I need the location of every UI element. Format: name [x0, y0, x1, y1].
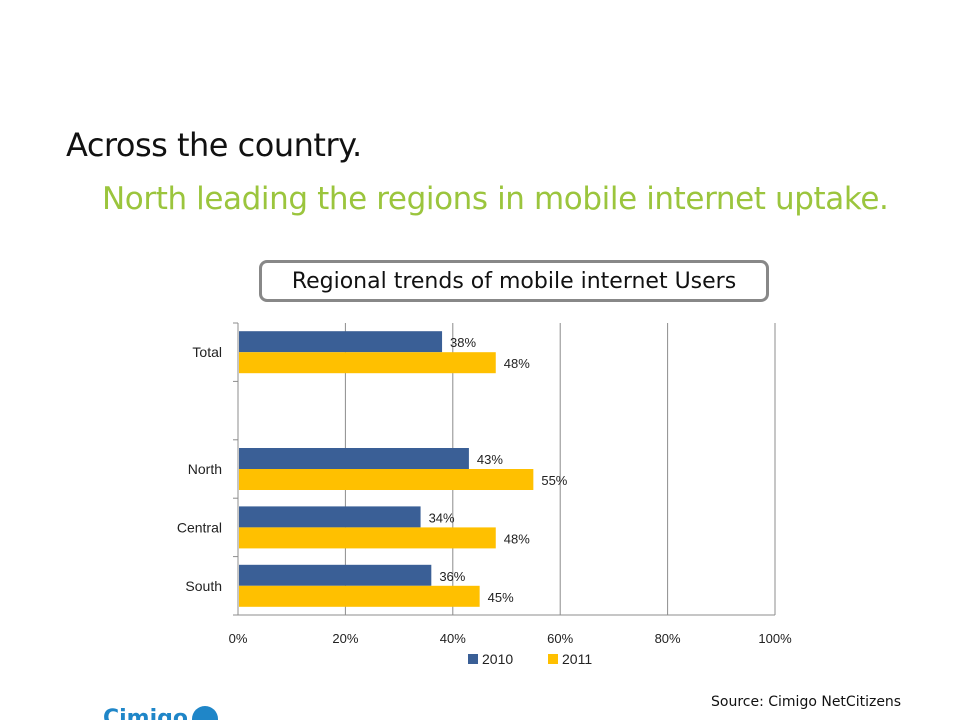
- source-note: Source: Cimigo NetCitizens: [711, 694, 902, 710]
- category-label: Total: [192, 344, 222, 360]
- category-label: North: [188, 461, 222, 477]
- slide-heading: Across the country.: [66, 126, 362, 164]
- bar-2010: [239, 564, 432, 586]
- x-tick-label: 20%: [332, 631, 358, 646]
- bar-2010: [239, 331, 443, 353]
- cimigo-logo: Cimigo: [103, 704, 219, 720]
- legend-swatch-2011: [548, 654, 558, 664]
- bar-2011: [239, 469, 534, 490]
- category-label: Central: [177, 519, 222, 535]
- bar-2010: [239, 506, 421, 528]
- data-label: 34%: [429, 510, 455, 525]
- data-label: 48%: [504, 531, 530, 546]
- logo-text: Cimigo: [103, 706, 189, 720]
- data-label: 38%: [450, 335, 476, 350]
- x-tick-label: 100%: [758, 631, 792, 646]
- data-label: 55%: [541, 473, 567, 488]
- x-tick-label: 0%: [229, 631, 248, 646]
- data-label: 48%: [504, 356, 530, 371]
- slide-subheading: North leading the regions in mobile inte…: [102, 181, 889, 217]
- data-label: 43%: [477, 452, 503, 467]
- data-label: 45%: [488, 590, 514, 605]
- legend-label: 2010: [482, 651, 513, 667]
- data-label: 36%: [439, 569, 465, 584]
- x-tick-label: 60%: [547, 631, 573, 646]
- legend-label: 2011: [562, 651, 592, 667]
- category-label: South: [185, 578, 222, 594]
- bar-2011: [239, 352, 496, 374]
- bar-2010: [239, 448, 469, 469]
- chart-title: Regional trends of mobile internet Users: [259, 260, 769, 302]
- bar-2011: [239, 527, 496, 549]
- x-tick-label: 40%: [440, 631, 466, 646]
- bar-2011: [239, 585, 480, 607]
- legend-swatch-2010: [468, 654, 478, 664]
- logo-mark-icon: [192, 706, 219, 720]
- x-tick-label: 80%: [655, 631, 681, 646]
